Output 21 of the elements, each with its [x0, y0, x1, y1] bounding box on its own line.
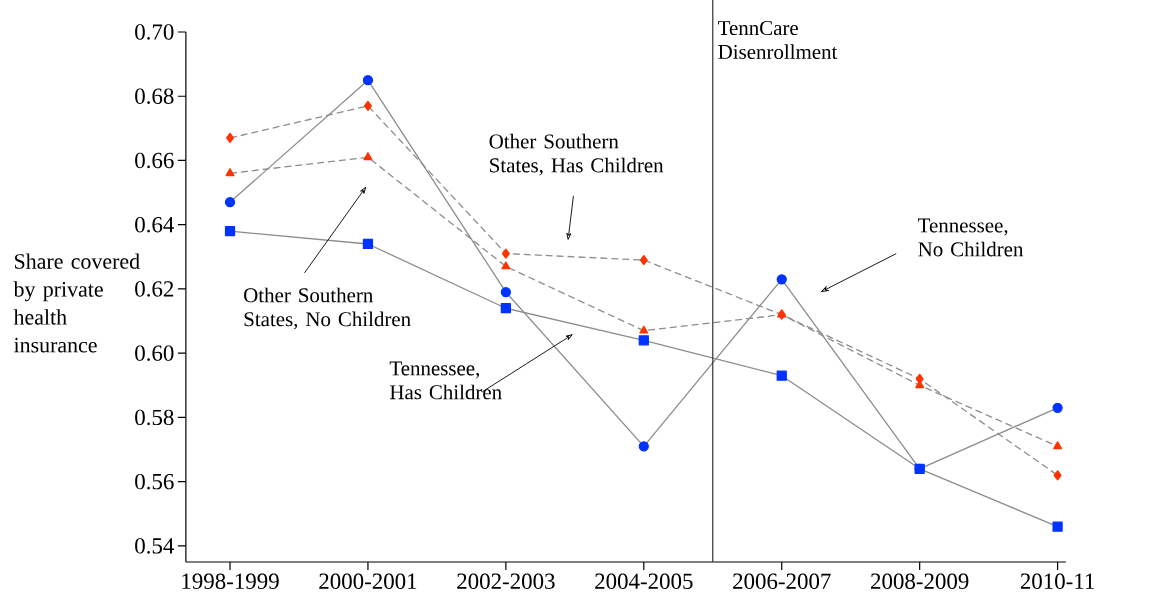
x-tick-label: 2000-2001	[319, 573, 417, 589]
annotation: Tennessee, Has Children	[389, 361, 502, 400]
y-tick-label: 0.62	[135, 281, 174, 297]
x-tick-label: 1998-1999	[182, 573, 279, 589]
annotation: Other Southern States, No Children	[244, 287, 411, 330]
y-tick-label: 0.56	[135, 473, 174, 490]
y-tick-label: 0.54	[135, 538, 174, 554]
x-tick-label: 2010-11	[1020, 573, 1094, 589]
annotation: TennCare Disenrollment	[718, 21, 838, 60]
x-tick-label: 2006-2007	[733, 573, 831, 589]
x-tick-label: 2008-2009	[871, 573, 969, 589]
x-tick-label: 2002-2003	[457, 573, 555, 589]
y-tick-label: 0.64	[135, 216, 174, 233]
y-tick-label: 0.58	[135, 409, 174, 426]
y-tick-label: 0.70	[135, 24, 174, 40]
y-tick-label: 0.66	[135, 152, 174, 169]
y-tick-label: 0.68	[135, 88, 174, 105]
x-tick-label: 2004-2005	[595, 573, 693, 589]
annotation: Other Southern States, Has Children	[489, 133, 664, 176]
y-tick-label: 0.60	[135, 345, 174, 361]
annotation: Tennessee, No Children	[918, 218, 1024, 257]
